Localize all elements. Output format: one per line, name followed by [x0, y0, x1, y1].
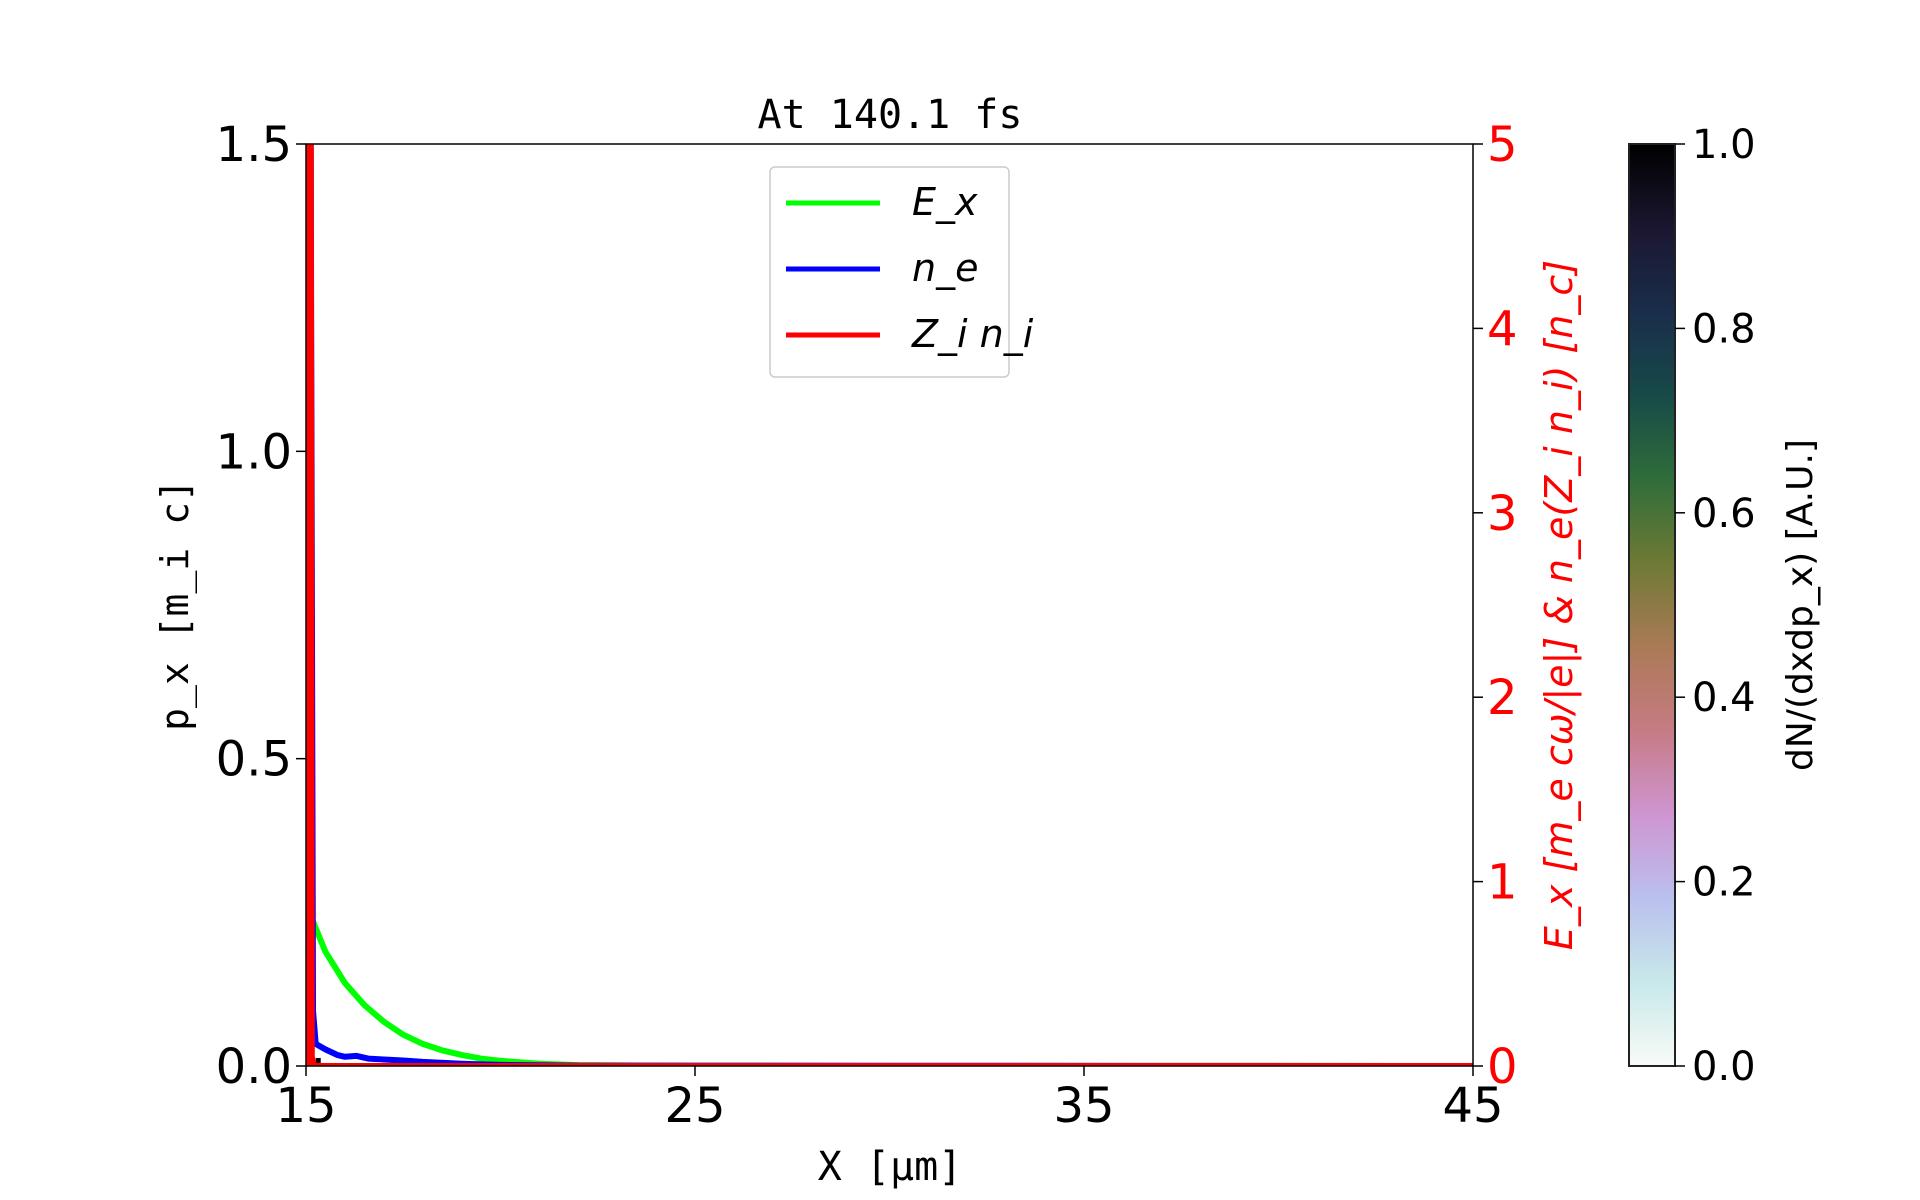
x-tick-label: 35	[1053, 1078, 1114, 1134]
x-axis-label: X [μm]	[818, 1144, 963, 1190]
x-tick-label: 45	[1442, 1078, 1503, 1134]
legend-label-zini: Z_i n_i	[911, 312, 1034, 356]
colorbar-tick-label: 1.0	[1692, 122, 1756, 168]
colorbar-tick-label: 0.0	[1692, 1044, 1756, 1090]
y-right-tick-label: 3	[1487, 486, 1518, 542]
y-axis-left: 0.0 0.5 1.0 1.5	[216, 117, 306, 1095]
phase-space-mark	[315, 1058, 321, 1066]
colorbar-tick-label: 0.8	[1692, 306, 1756, 352]
colorbar-ticks: 0.0 0.2 0.4 0.6 0.8 1.0	[1675, 122, 1756, 1090]
colorbar	[1628, 143, 1676, 1067]
chart-title: At 140.1 fs	[758, 92, 1023, 138]
legend-box	[769, 166, 1010, 378]
y-right-tick-label: 0	[1487, 1039, 1518, 1095]
colorbar-label: dN/(dxdp_x) [A.U.]	[1780, 439, 1821, 771]
plot-frame	[305, 143, 1474, 1067]
x-tick-label: 25	[664, 1078, 725, 1134]
y-axis-right: 0 1 2 3 4 5	[1473, 117, 1518, 1095]
x-tick-label: 15	[275, 1078, 336, 1134]
y-axis-right-label: E_x [m_e cω/|e|] & n_e(Z_i n_i) [n_c]	[1537, 260, 1582, 950]
series-line-0	[309, 917, 1473, 1066]
series-layer	[306, 144, 1473, 1066]
y-right-tick-label: 5	[1487, 117, 1518, 173]
y-right-tick-label: 2	[1487, 670, 1518, 726]
series-line-2	[306, 144, 1473, 1066]
y-right-tick-label: 1	[1487, 855, 1518, 911]
y-left-tick-label: 1.0	[216, 424, 292, 480]
y-right-tick-label: 4	[1487, 301, 1518, 357]
y-left-tick-label: 0.0	[216, 1039, 292, 1095]
colorbar-tick-label: 0.6	[1692, 491, 1756, 537]
legend-label-ne: n_e	[912, 246, 978, 290]
colorbar-tick-label: 0.4	[1692, 675, 1756, 721]
colorbar-tick-label: 0.2	[1692, 860, 1756, 906]
y-axis-left-label: p_x [m_i c]	[153, 479, 198, 731]
x-axis: 15 25 35 45	[275, 1066, 1504, 1134]
legend: E_x n_e Z_i n_i	[769, 166, 1034, 378]
y-left-tick-label: 0.5	[216, 732, 292, 788]
legend-label-ex: E_x	[912, 180, 978, 224]
y-left-tick-label: 1.5	[216, 117, 292, 173]
